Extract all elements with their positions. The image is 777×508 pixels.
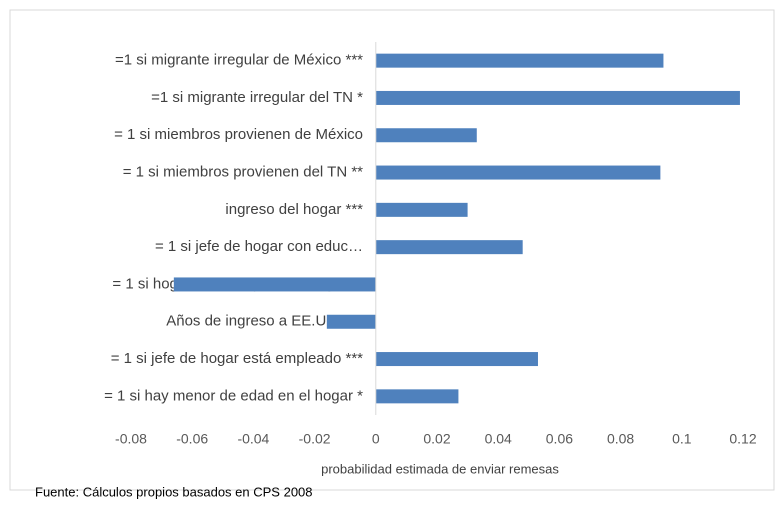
y-tick-label: Años de ingreso a EE.UU. *** — [166, 313, 363, 330]
x-tick-label: 0.08 — [607, 431, 634, 447]
x-tick-label: -0.02 — [299, 431, 331, 447]
x-tick-label: 0.04 — [485, 431, 512, 447]
x-tick-label: 0.1 — [672, 431, 692, 447]
bar — [375, 202, 468, 217]
y-tick-label: = 1 si hay menor de edad en el hogar * — [104, 387, 363, 404]
y-tick-label: =1 si migrante irregular del TN * — [151, 89, 363, 106]
chart-border — [9, 9, 775, 491]
bar — [375, 240, 523, 255]
bar — [375, 389, 459, 404]
y-tick-label: = 1 si jefe de hogar está empleado *** — [111, 350, 363, 367]
y-tick-label: = 1 si jefe de hogar con educ… — [155, 238, 363, 255]
x-tick-label: 0 — [372, 431, 380, 447]
y-tick-label: = 1 si miembros provienen del TN ** — [123, 164, 363, 181]
bar — [375, 90, 740, 105]
y-tick-label: = 1 si miembros provienen de México — [114, 126, 363, 143]
bar — [375, 128, 477, 143]
x-tick-label: -0.08 — [115, 431, 147, 447]
bar — [375, 53, 664, 68]
x-tick-label: 0.12 — [729, 431, 756, 447]
y-tick-label: ingreso del hogar *** — [225, 201, 363, 218]
x-tick-label: -0.06 — [176, 431, 208, 447]
source-note: Fuente: Cálculos propios basados en CPS … — [35, 484, 313, 499]
bar — [375, 352, 538, 367]
x-axis-title: probabilidad estimada de enviar remesas — [321, 461, 559, 476]
x-tick-label: -0.04 — [237, 431, 269, 447]
x-tick-label: 0.06 — [546, 431, 573, 447]
x-tick-label: 0.02 — [423, 431, 450, 447]
bar — [375, 165, 661, 180]
bar — [173, 277, 376, 292]
bar — [326, 314, 376, 329]
y-tick-label: =1 si migrante irregular de México *** — [115, 52, 363, 69]
